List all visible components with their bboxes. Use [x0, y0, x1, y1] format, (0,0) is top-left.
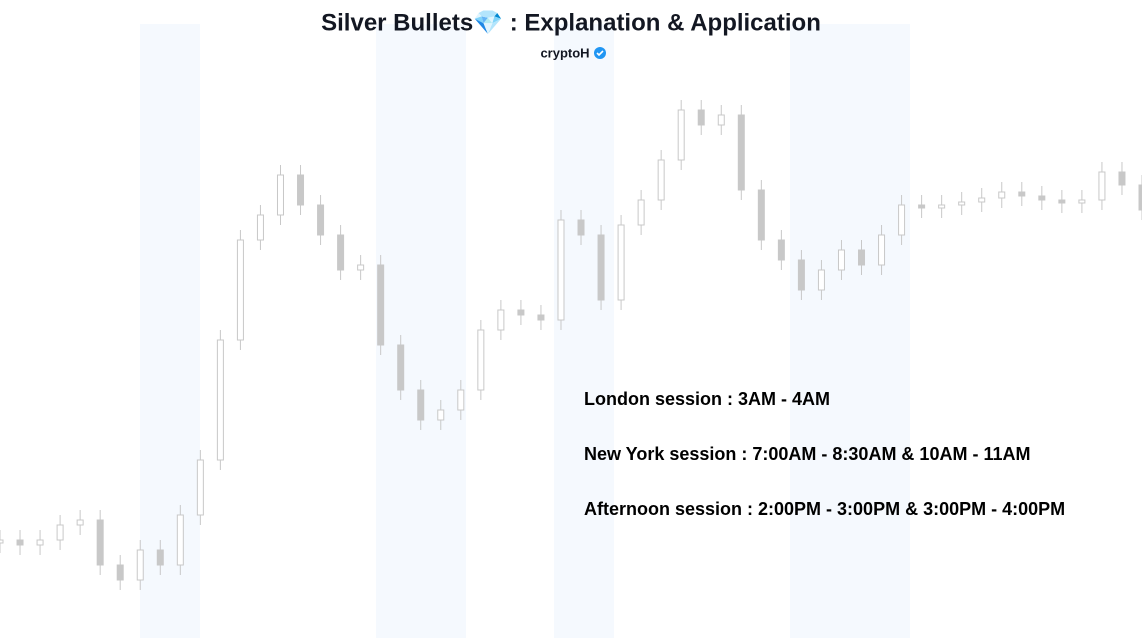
- candle-body: [36, 539, 44, 546]
- candle-body: [417, 389, 425, 421]
- author[interactable]: cryptoH: [540, 45, 589, 60]
- candle-body: [1078, 199, 1086, 204]
- candle-body: [256, 214, 264, 241]
- chart-title: Silver Bullets💎 : Explanation & Applicat…: [321, 9, 821, 36]
- candle-body: [357, 264, 365, 271]
- candle-body: [1118, 171, 1126, 186]
- candle-body: [737, 114, 745, 191]
- candle-body: [777, 239, 785, 261]
- candle-body: [317, 204, 325, 236]
- candle-body: [918, 204, 926, 209]
- candle-body: [76, 519, 84, 526]
- candle-body: [136, 549, 144, 581]
- candles: [0, 100, 1142, 590]
- candle-body: [878, 234, 886, 266]
- candle-body: [477, 329, 485, 391]
- candle-body: [757, 189, 765, 241]
- candle-body: [176, 514, 184, 566]
- candle-body: [236, 239, 244, 341]
- candle-body: [797, 259, 805, 291]
- candle-body: [196, 459, 204, 516]
- candle-body: [637, 199, 645, 226]
- candle-body: [517, 309, 525, 316]
- session-bands: [140, 24, 910, 638]
- candle-body: [597, 234, 605, 301]
- candle-body: [717, 114, 725, 126]
- candle-body: [858, 249, 866, 266]
- candle-body: [0, 539, 4, 544]
- candle-body: [96, 519, 104, 566]
- candle-body: [337, 234, 345, 271]
- candle-body: [837, 249, 845, 271]
- candle-body: [16, 539, 24, 546]
- candle-body: [697, 109, 705, 126]
- annotation: Afternoon session : 2:00PM - 3:00PM & 3:…: [584, 499, 1065, 519]
- candle-body: [557, 219, 565, 321]
- session-band: [554, 24, 614, 638]
- candle-body: [817, 269, 825, 291]
- candle-body: [1018, 191, 1026, 197]
- candle-body: [998, 191, 1006, 199]
- candle-body: [377, 264, 385, 346]
- candle-body: [116, 564, 124, 581]
- candle-body: [1138, 184, 1142, 211]
- candle-body: [397, 344, 405, 391]
- candle-body: [1058, 199, 1066, 204]
- candle-body: [617, 224, 625, 301]
- candle-body: [437, 409, 445, 421]
- annotation: London session : 3AM - 4AM: [584, 389, 830, 409]
- session-band: [140, 24, 200, 638]
- candle-body: [56, 524, 64, 541]
- annotation: New York session : 7:00AM - 8:30AM & 10A…: [584, 444, 1030, 464]
- candle-body: [677, 109, 685, 161]
- candle-body: [156, 549, 164, 566]
- candle-body: [657, 159, 665, 201]
- candle-body: [216, 339, 224, 461]
- candle-body: [577, 219, 585, 236]
- candle-body: [1038, 195, 1046, 201]
- session-band: [376, 24, 466, 638]
- candle-body: [1098, 171, 1106, 201]
- candle-body: [297, 174, 305, 206]
- candle-body: [497, 309, 505, 331]
- candle-body: [276, 174, 284, 216]
- verified-badge: [594, 47, 606, 59]
- candle-body: [457, 389, 465, 411]
- candle-body: [978, 197, 986, 203]
- candle-body: [898, 204, 906, 236]
- candle-body: [958, 201, 966, 206]
- candle-body: [938, 204, 946, 209]
- session-band: [790, 24, 910, 638]
- candle-body: [537, 314, 545, 321]
